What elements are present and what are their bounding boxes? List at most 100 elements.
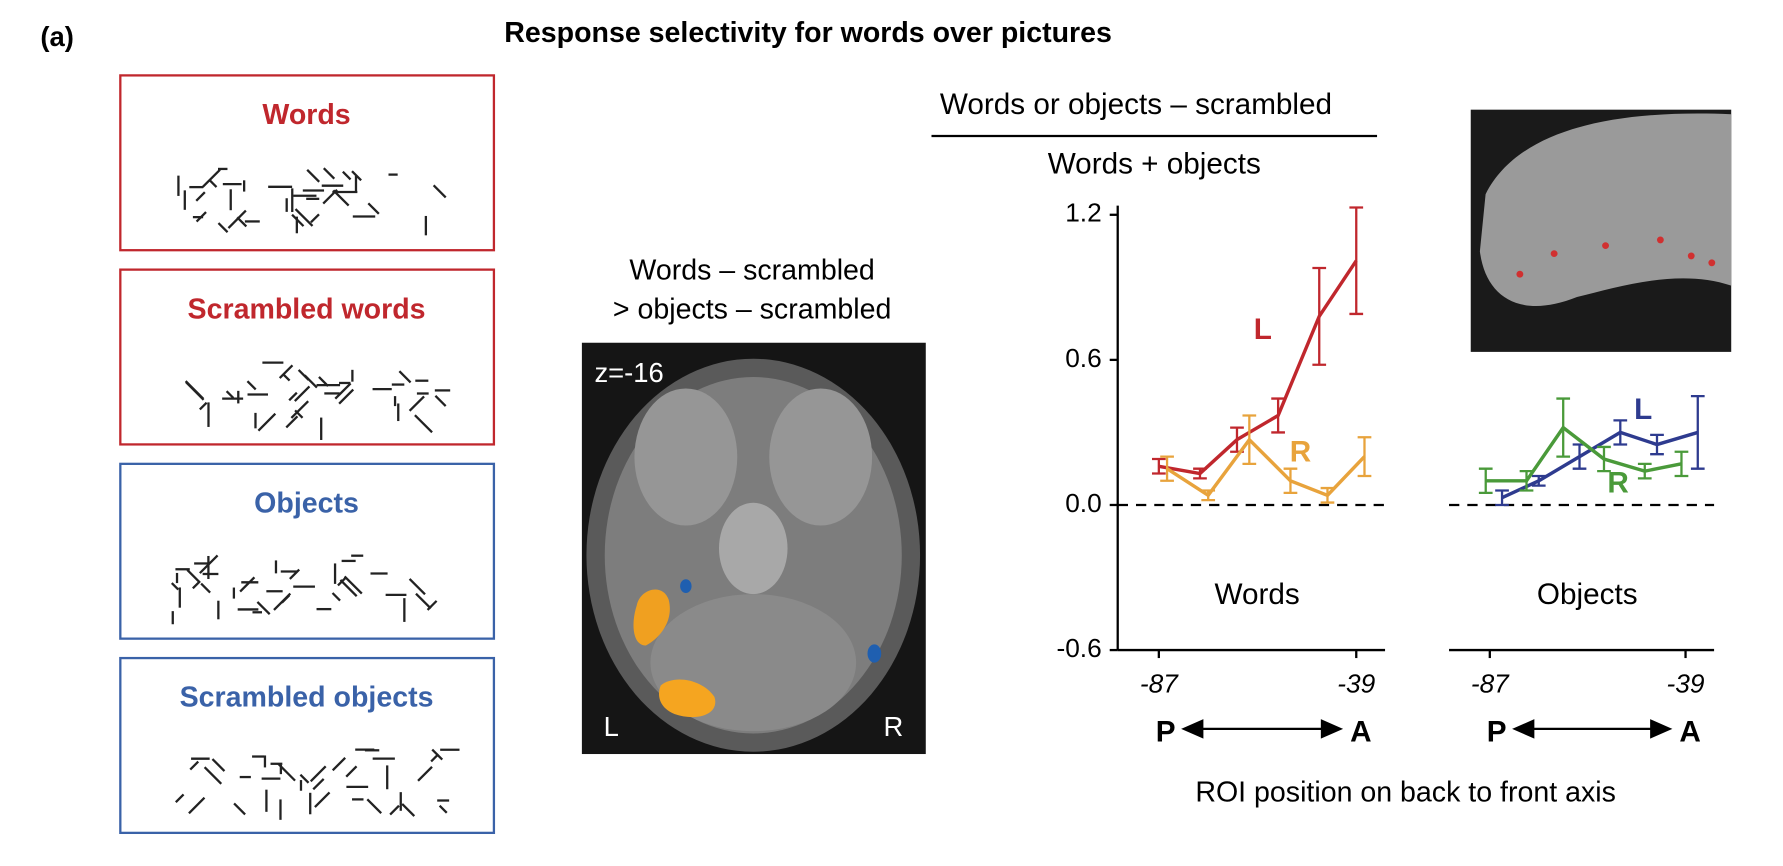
ratio-numerator: Words or objects – scrambled (940, 88, 1332, 121)
stimulus-fragment (278, 364, 294, 379)
stimulus-fragment (367, 202, 380, 215)
error-bar (1349, 206, 1364, 316)
stimulus-fragment (233, 802, 246, 816)
stimulus-fragment (184, 380, 205, 400)
stimulus-fragment (337, 577, 347, 587)
series-label: R (1290, 435, 1311, 468)
stimulus-fragment (285, 415, 299, 429)
stimulus-fragment (338, 388, 355, 405)
stimulus-fragment (312, 778, 325, 791)
stimulus-fragment (339, 579, 358, 597)
error-bar (1597, 445, 1611, 473)
stimulus-fragment (201, 168, 221, 188)
stimulus-fragment (288, 391, 298, 402)
stimulus-fragment (281, 594, 291, 604)
stimulus-fragment (414, 414, 433, 434)
chart-title: Objects (1537, 578, 1638, 611)
stimulus-fragment (192, 580, 201, 590)
stimulus-fragment (256, 601, 271, 616)
stimulus-fragment (294, 409, 304, 419)
stimulus-fragment (398, 370, 412, 384)
stimulus-box (119, 268, 496, 446)
stimulus-fragment (342, 170, 352, 181)
error-bar (1519, 469, 1534, 492)
direction-arrow (1181, 719, 1344, 739)
cortex-surface (1479, 113, 1732, 307)
stimulus-fragment (318, 376, 329, 387)
stimulus-fragment (438, 804, 448, 814)
deactivation (867, 644, 882, 663)
stimulus-box (119, 74, 496, 252)
stimulus-fragment (200, 582, 211, 594)
series-line (1166, 437, 1366, 498)
y-tick-label: 0.6 (1065, 343, 1102, 373)
figure-title: Response selectivity for words over pict… (504, 17, 1112, 49)
brainstem (718, 502, 788, 595)
error-bar (1674, 450, 1689, 478)
stimulus-fragment (334, 382, 352, 400)
error-bar (1478, 467, 1493, 495)
stimulus-fragment (175, 793, 185, 804)
y-tick-label: -0.6 (1056, 633, 1101, 663)
stimulus-fragment (188, 796, 206, 815)
stimulus-fragment (389, 804, 400, 816)
axis-end-label: A (1679, 715, 1700, 748)
direction-arrow (1512, 719, 1673, 739)
stimulus-fragment (299, 773, 310, 784)
stimulus-fragment (195, 191, 206, 202)
error-bar (1572, 443, 1587, 470)
stimulus-fragment (281, 372, 291, 382)
chart-title: Words (1214, 578, 1299, 611)
stimulus-fragment (289, 568, 301, 580)
error-bar (1242, 414, 1257, 466)
map-caption: Words – scrambled (629, 254, 874, 286)
error-bar (1201, 489, 1216, 502)
stimulus-fragment (366, 798, 383, 814)
stimulus-fragment (434, 395, 447, 407)
stimulus-fragment (322, 167, 336, 180)
axis-end-label: P (1156, 715, 1176, 748)
activation (659, 679, 716, 718)
stimulus-fragment (294, 385, 311, 402)
error-bar (1531, 474, 1546, 487)
stimulus-fragment (246, 380, 257, 391)
stimulus-fragment (225, 390, 235, 399)
stimulus-box (119, 462, 496, 640)
stimulus-fragment (415, 592, 432, 610)
hemisphere-label: L (604, 711, 619, 742)
stimulus-fragment (314, 791, 331, 808)
brain-tissue (769, 388, 873, 526)
activation (633, 589, 670, 646)
error-bar (1312, 266, 1327, 366)
brain-tissue (634, 388, 738, 526)
error-bar (1283, 467, 1298, 495)
series-label: L (1254, 313, 1272, 346)
stimulus-fragment (227, 209, 247, 229)
stimulus-fragment (430, 753, 440, 763)
error-bar (1637, 462, 1652, 480)
stimulus-label: Scrambled words (188, 293, 426, 325)
y-tick-label: 1.2 (1065, 198, 1102, 228)
x-axis-title: ROI position on back to front axis (1195, 777, 1615, 809)
panel-label: (a) (40, 21, 74, 52)
stimulus-fragment (199, 401, 208, 411)
stimulus-fragment (343, 575, 363, 595)
series-line (1485, 425, 1682, 483)
error-bar (1495, 489, 1509, 507)
stimulus-fragment (257, 412, 277, 432)
stimulus-fragment (186, 569, 201, 584)
stimulus-fragment (426, 600, 438, 611)
stimulus-fragment (417, 766, 433, 782)
error-bar (1160, 455, 1174, 482)
ratio-denominator: Words + objects (1048, 148, 1261, 181)
series-label: R (1607, 466, 1628, 499)
stimulus-label: Scrambled objects (180, 682, 434, 714)
stimulus-fragment (331, 757, 347, 772)
stimulus-fragment (290, 400, 309, 419)
slice-label: z=-16 (594, 357, 663, 388)
stimulus-fragment (170, 582, 180, 591)
stimulus-fragment (432, 184, 447, 199)
stimulus-box (119, 656, 496, 835)
roi-markers (1516, 236, 1716, 278)
